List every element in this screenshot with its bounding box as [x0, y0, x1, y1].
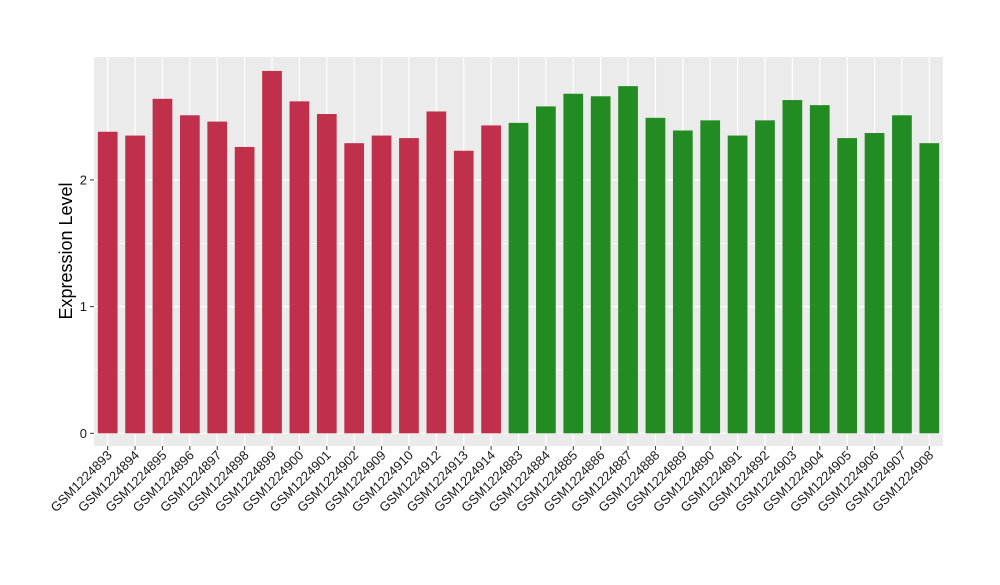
bar — [289, 101, 310, 434]
y-tick-label: 2 — [80, 172, 87, 187]
y-tick-label: 1 — [80, 299, 87, 314]
bar — [864, 133, 885, 434]
bar — [590, 96, 611, 434]
bar — [809, 105, 830, 434]
bar — [152, 98, 173, 434]
bar — [426, 111, 447, 434]
bar — [344, 143, 365, 434]
y-tick-label: 0 — [80, 426, 87, 441]
bar — [755, 120, 775, 434]
bar — [700, 120, 721, 434]
bar — [125, 135, 145, 434]
bar — [316, 114, 337, 434]
bar — [892, 115, 912, 434]
bar — [234, 146, 255, 434]
bar — [618, 86, 638, 434]
bars — [97, 70, 940, 434]
bar — [207, 121, 228, 434]
bar — [481, 125, 501, 434]
bar — [508, 122, 529, 434]
bar — [97, 131, 118, 434]
bar — [262, 70, 282, 434]
bar — [536, 106, 556, 434]
bar — [837, 138, 858, 434]
bar — [672, 130, 693, 434]
bar — [919, 143, 940, 434]
bar — [399, 138, 419, 434]
bar — [453, 150, 474, 434]
bar — [179, 115, 200, 434]
bar — [563, 93, 584, 434]
y-axis: 0 1 2 — [80, 172, 94, 441]
bar — [645, 117, 666, 434]
y-axis-title: Expression Level — [56, 182, 76, 319]
x-axis: GSM1224893GSM1224894GSM1224895GSM1224896… — [47, 446, 936, 515]
bar — [727, 135, 748, 434]
bar — [371, 135, 392, 434]
bar — [782, 100, 803, 434]
